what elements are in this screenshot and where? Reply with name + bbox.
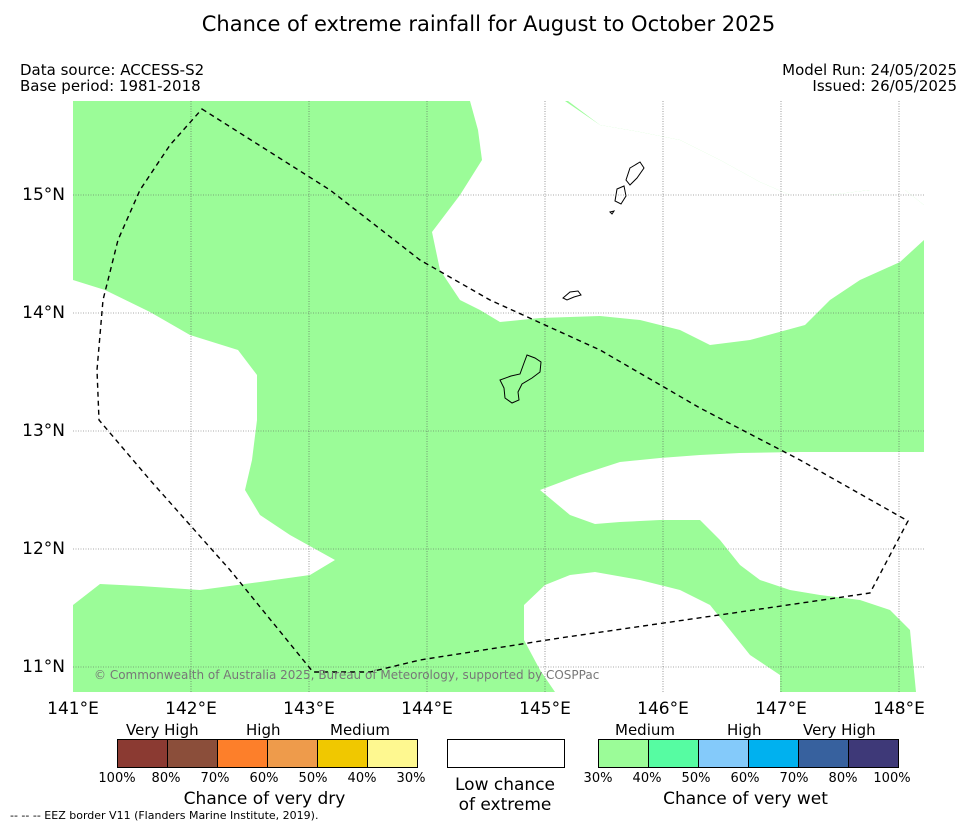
- wet-header-very-high: Very High: [803, 721, 876, 739]
- wet-legend-title: Chance of very wet: [663, 789, 828, 809]
- wet-tick: 60%: [730, 771, 760, 786]
- low-chance-region-south: [524, 572, 780, 692]
- lat-label-13n: 13°N: [22, 421, 65, 441]
- lon-label-144e: 144°E: [401, 699, 453, 719]
- wet-tick: 40%: [632, 771, 662, 786]
- island-guam: [499, 354, 542, 404]
- wet-swatch-4: [749, 740, 799, 767]
- island-aguijan: [609, 210, 616, 215]
- low-chance-region-west: [73, 280, 335, 605]
- dry-swatch-2: [168, 740, 218, 767]
- dry-tick: 80%: [151, 771, 181, 786]
- map-frame: [73, 101, 924, 692]
- lon-label-142e: 142°E: [165, 699, 217, 719]
- wet-swatch-2: [649, 740, 699, 767]
- wet-swatch-6: [849, 740, 898, 767]
- dry-header-very-high: Very High: [126, 721, 199, 739]
- model-run: Model Run: 24/05/2025: [782, 61, 957, 79]
- wet-colorbar: [598, 739, 899, 768]
- low-chance-line2: of extreme: [458, 795, 552, 815]
- lat-label-15n: 15°N: [22, 185, 65, 205]
- eez-footnote: -- -- -- EEZ border V11 (Flanders Marine…: [10, 809, 319, 822]
- islands: [499, 161, 645, 404]
- dry-legend-title: Chance of very dry: [183, 789, 346, 809]
- lat-label-11n: 11°N: [22, 657, 65, 677]
- base-period: Base period: 1981-2018: [20, 77, 201, 95]
- low-chance-swatch: [447, 739, 565, 768]
- island-saipan: [625, 161, 645, 186]
- graticule: [73, 101, 924, 692]
- wet-swatch-3: [699, 740, 749, 767]
- island-tinian: [614, 185, 627, 205]
- lon-label-143e: 143°E: [283, 699, 335, 719]
- lon-label-148e: 148°E: [873, 699, 925, 719]
- wet-tick: 30%: [583, 771, 613, 786]
- lat-label-14n: 14°N: [22, 303, 65, 323]
- eez-border: [96, 108, 909, 673]
- chart-title: Chance of extreme rainfall for August to…: [201, 12, 776, 36]
- dry-tick: 50%: [298, 771, 328, 786]
- lat-label-12n: 12°N: [22, 539, 65, 559]
- issued-date: Issued: 26/05/2025: [812, 77, 957, 95]
- lon-label-145e: 145°E: [519, 699, 571, 719]
- low-chance-region-east: [540, 452, 924, 692]
- dry-tick: 70%: [200, 771, 230, 786]
- dry-tick: 40%: [347, 771, 377, 786]
- wet-header-high: High: [727, 721, 762, 739]
- wet-tick: 50%: [681, 771, 711, 786]
- wet-swatch-5: [799, 740, 849, 767]
- dry-swatch-4: [268, 740, 318, 767]
- low-chance-region-north: [470, 101, 924, 205]
- dry-tick: 30%: [396, 771, 426, 786]
- dry-swatch-1: [118, 740, 168, 767]
- lon-label-147e: 147°E: [755, 699, 807, 719]
- dry-header-medium: Medium: [330, 721, 390, 739]
- copyright-note: © Commonwealth of Australia 2025, Bureau…: [94, 668, 600, 682]
- low-chance-line1: Low chance: [455, 775, 555, 795]
- dry-swatch-6: [368, 740, 417, 767]
- lon-label-141e: 141°E: [47, 699, 99, 719]
- dry-tick: 60%: [249, 771, 279, 786]
- island-rota: [562, 290, 582, 301]
- lon-label-146e: 146°E: [637, 699, 689, 719]
- wet-header-medium: Medium: [615, 721, 675, 739]
- dry-tick: 100%: [98, 771, 136, 786]
- wet-tick: 70%: [779, 771, 809, 786]
- meta-right: Model Run: 24/05/2025 Issued: 26/05/2025: [782, 62, 957, 94]
- dry-swatch-3: [218, 740, 268, 767]
- low-chance-region-north-inner: [432, 101, 924, 345]
- wet-tick: 100%: [873, 771, 911, 786]
- low-chance-label: Low chance of extreme: [430, 775, 580, 815]
- data-source: Data source: ACCESS-S2: [20, 61, 205, 79]
- dry-swatch-5: [318, 740, 368, 767]
- meta-left: Data source: ACCESS-S2 Base period: 1981…: [20, 62, 204, 94]
- dry-colorbar: [117, 739, 418, 768]
- wet-swatch-1: [599, 740, 649, 767]
- wet-tick: 80%: [828, 771, 858, 786]
- dry-header-high: High: [246, 721, 281, 739]
